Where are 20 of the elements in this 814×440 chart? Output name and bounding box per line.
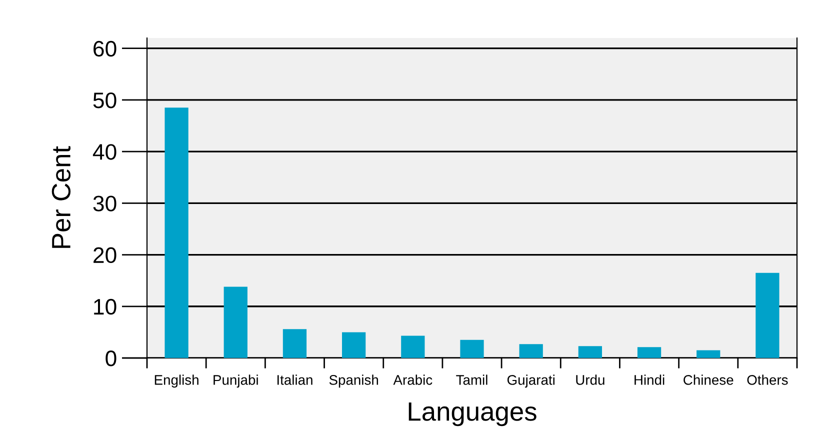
y-tick-label: 30 (93, 196, 116, 212)
y-tick-label: 0 (106, 350, 116, 366)
x-tick-label: Chinese (684, 374, 734, 385)
x-tick-label: Italian (277, 374, 312, 385)
x-tick-label: Urdu (576, 374, 604, 385)
x-tick-label: Arabic (393, 374, 432, 385)
x-tick-label: Spanish (329, 374, 378, 388)
y-tick-label: 10 (94, 298, 116, 315)
x-tick-label: Others (747, 374, 788, 385)
y-axis-title: Per Cent (52, 146, 71, 248)
x-tick-label: Tamil (456, 374, 488, 385)
x-tick-label: English (154, 374, 198, 388)
x-tick-label: Gujarati (507, 374, 554, 388)
y-tick-label: 60 (94, 40, 116, 57)
y-tick-label: 40 (92, 144, 116, 160)
x-axis-title: Languages (408, 402, 536, 426)
x-tick-label: Punjabi (214, 374, 258, 388)
y-tick-label: 50 (93, 92, 116, 108)
y-tick-label: 20 (94, 247, 116, 264)
x-tick-label: Hindi (634, 374, 664, 385)
